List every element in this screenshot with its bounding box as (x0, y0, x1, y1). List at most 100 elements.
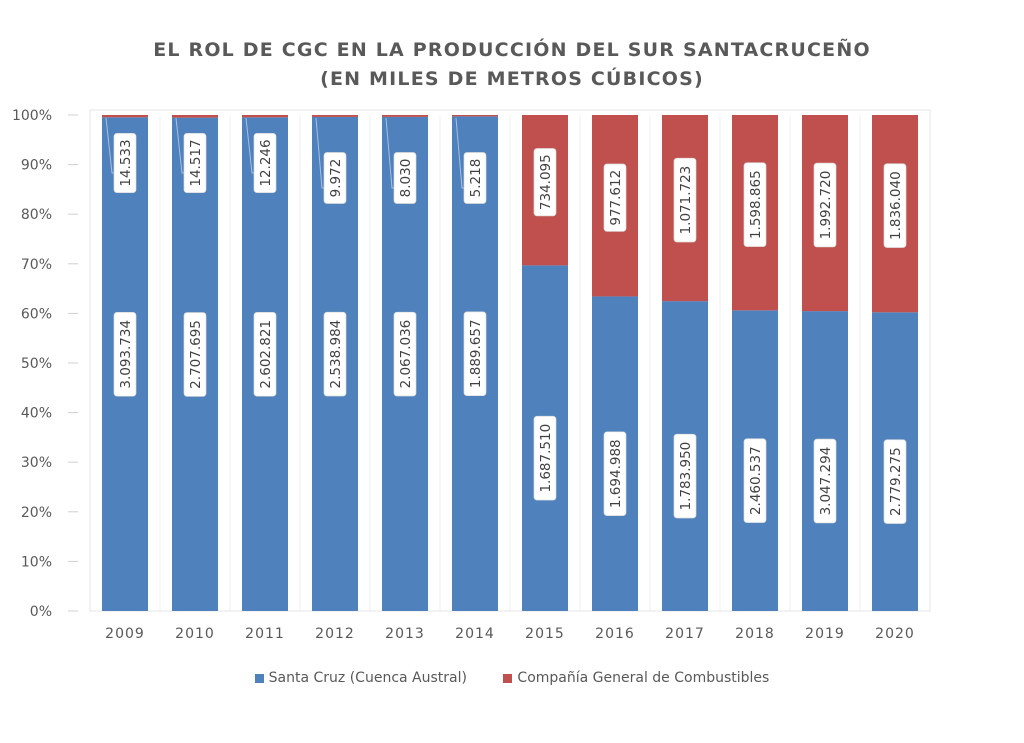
y-tick-label: 90% (21, 158, 52, 174)
data-label-cgc-2015-box (533, 148, 557, 217)
data-label-cgc-2020-text: 1.836.040 (888, 171, 904, 240)
legend-label-cgc: Compañía General de Combustibles (517, 670, 770, 686)
leader-line-2014 (455, 117, 464, 189)
x-tick-label: 2018 (735, 626, 775, 642)
bar-cgc-2009 (102, 115, 148, 118)
data-label-cgc-2017: 1.071.723 (673, 157, 697, 243)
data-label-santa-cruz-2020-box (883, 439, 907, 524)
data-label-santa-cruz-2012-box (323, 311, 347, 397)
data-label-santa-cruz-2016-box (603, 431, 627, 516)
data-label-cgc-2019: 1.992.720 (813, 162, 837, 248)
data-label-cgc-2018-text: 1.598.865 (748, 170, 764, 239)
data-label-santa-cruz-2020: 2.779.275 (883, 439, 907, 524)
data-label-cgc-2019-text: 1.992.720 (818, 171, 834, 240)
legend: Santa Cruz (Cuenca Austral) Compañía Gen… (0, 670, 1024, 687)
y-tick-label: 30% (21, 455, 52, 471)
data-label-santa-cruz-2011: 2.602.821 (253, 312, 277, 397)
data-label-cgc-2014-text: 5.218 (468, 159, 484, 198)
data-label-cgc-2020: 1.836.040 (883, 163, 907, 248)
data-label-santa-cruz-2019-text: 3.047.294 (818, 447, 834, 516)
y-tick-label: 20% (21, 505, 52, 521)
x-tick-label: 2014 (455, 626, 495, 642)
data-label-santa-cruz-2016: 1.694.988 (603, 431, 627, 516)
chart-subtitle: (EN MILES DE METROS CÚBICOS) (320, 68, 704, 90)
data-label-cgc-2016-text: 977.612 (608, 170, 624, 226)
x-tick-label: 2017 (665, 626, 705, 642)
data-label-santa-cruz-2017-text: 1.783.950 (678, 442, 694, 511)
data-label-santa-cruz-2014-box (463, 311, 487, 397)
data-label-cgc-2011: 12.246 (253, 133, 277, 193)
bar-cgc-2014 (452, 115, 498, 117)
leader-line-2013 (385, 117, 394, 189)
data-label-santa-cruz-2011-text: 2.602.821 (258, 320, 274, 389)
leader-line-2012 (315, 117, 324, 189)
data-label-santa-cruz-2014: 1.889.657 (463, 311, 487, 397)
data-label-cgc-2016-box (603, 163, 627, 232)
leader-line-2010 (175, 117, 184, 174)
data-label-santa-cruz-2018-text: 2.460.537 (748, 446, 764, 515)
data-label-cgc-2018: 1.598.865 (743, 162, 767, 247)
data-label-santa-cruz-2012: 2.538.984 (323, 311, 347, 397)
data-label-santa-cruz-2015-box (533, 415, 557, 501)
data-label-cgc-2011-text: 12.246 (258, 139, 274, 186)
data-label-santa-cruz-2013-text: 2.067.036 (398, 320, 414, 389)
data-label-santa-cruz-2016-text: 1.694.988 (608, 439, 624, 508)
leader-line-2009 (105, 117, 114, 174)
x-tick-label: 2013 (385, 626, 425, 642)
data-label-cgc-2013-box (393, 152, 417, 204)
data-label-cgc-2012-box (323, 152, 347, 204)
data-label-santa-cruz-2013: 2.067.036 (393, 311, 417, 397)
x-tick-label: 2011 (245, 626, 285, 642)
data-label-cgc-2013: 8.030 (393, 152, 417, 204)
data-label-santa-cruz-2015-text: 1.687.510 (538, 424, 554, 493)
chart-title-line1: EL ROL DE CGC EN LA PRODUCCIÓN DEL SUR S… (153, 39, 871, 61)
data-label-santa-cruz-2017: 1.783.950 (673, 433, 697, 519)
x-tick-label: 2009 (105, 626, 145, 642)
chart-title: EL ROL DE CGC EN LA PRODUCCIÓN DEL SUR S… (0, 36, 1024, 94)
data-label-santa-cruz-2011-box (253, 312, 277, 397)
data-label-cgc-2017-text: 1.071.723 (678, 166, 694, 235)
data-label-santa-cruz-2009-text: 3.093.734 (118, 320, 134, 389)
data-label-santa-cruz-2015: 1.687.510 (533, 415, 557, 501)
data-labels-layer: 3.093.734 14.533 2.707.695 14.517 2.602.821 1… (105, 117, 907, 524)
y-tick-label: 0% (30, 604, 52, 620)
data-label-santa-cruz-2012-text: 2.538.984 (328, 320, 344, 389)
data-label-cgc-2014-box (463, 152, 487, 204)
data-label-santa-cruz-2019: 3.047.294 (813, 438, 837, 524)
legend-swatch-cgc (503, 673, 513, 683)
x-tick-label: 2010 (175, 626, 215, 642)
y-tick-label: 80% (21, 207, 52, 223)
x-tick-label: 2012 (315, 626, 355, 642)
data-label-cgc-2010-box (183, 133, 207, 193)
data-label-santa-cruz-2010-box (183, 312, 207, 397)
y-tick-label: 10% (21, 554, 52, 570)
data-label-santa-cruz-2009-box (113, 312, 137, 397)
y-tick-label: 50% (21, 356, 52, 372)
data-label-santa-cruz-2019-box (813, 438, 837, 524)
data-label-santa-cruz-2010: 2.707.695 (183, 312, 207, 397)
y-tick-label: 70% (21, 257, 52, 273)
data-label-cgc-2020-box (883, 163, 907, 248)
leader-line-2011 (245, 117, 254, 174)
data-label-santa-cruz-2018: 2.460.537 (743, 438, 767, 523)
x-tick-label: 2016 (595, 626, 635, 642)
data-label-cgc-2014: 5.218 (463, 152, 487, 204)
data-label-cgc-2009-box (113, 133, 137, 193)
y-tick-label: 60% (21, 306, 52, 322)
data-label-cgc-2009: 14.533 (113, 133, 137, 193)
data-label-cgc-2019-box (813, 162, 837, 248)
data-label-cgc-2017-box (673, 157, 697, 243)
bar-cgc-2011 (242, 115, 288, 118)
data-label-cgc-2009-text: 14.533 (118, 139, 134, 186)
data-label-santa-cruz-2010-text: 2.707.695 (188, 320, 204, 389)
data-label-cgc-2010-text: 14.517 (188, 139, 204, 186)
data-label-cgc-2015-text: 734.095 (538, 154, 554, 210)
data-label-santa-cruz-2017-box (673, 433, 697, 519)
legend-label-santa-cruz: Santa Cruz (Cuenca Austral) (268, 670, 467, 686)
data-label-cgc-2012-text: 9.972 (328, 159, 344, 198)
data-label-cgc-2013-text: 8.030 (398, 159, 414, 198)
data-label-santa-cruz-2009: 3.093.734 (113, 312, 137, 397)
x-tick-label: 2019 (805, 626, 845, 642)
y-tick-label: 100% (12, 108, 52, 124)
x-tick-label: 2015 (525, 626, 565, 642)
